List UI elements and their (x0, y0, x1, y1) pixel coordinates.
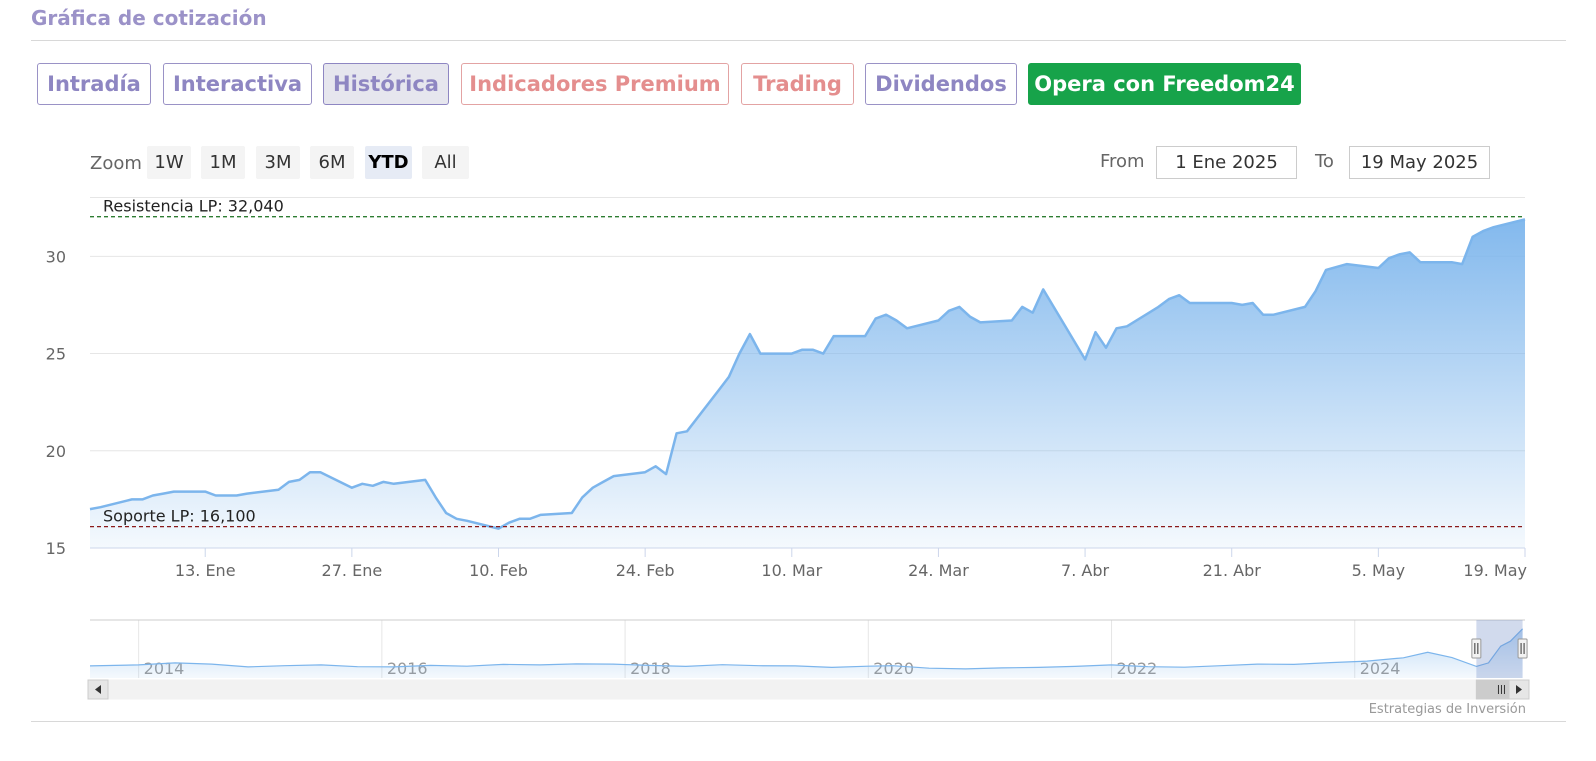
zoom-3m-button[interactable]: 3M (256, 146, 300, 179)
support-label: Soporte LP: 16,100 (103, 507, 256, 526)
tab-indicadores-premium[interactable]: Indicadores Premium (461, 63, 729, 105)
bottom-divider (31, 721, 1566, 722)
zoom-label: Zoom (90, 153, 142, 174)
navigator-line (89, 628, 1524, 670)
to-date-input[interactable]: 19 May 2025 (1349, 146, 1490, 179)
x-tick-label: 19. May (1463, 561, 1527, 580)
scrollbar-track (89, 679, 1526, 700)
tab-dividendos[interactable]: Dividendos (865, 63, 1017, 105)
tab-interactiva[interactable]: Interactiva (163, 63, 312, 105)
title-divider (31, 40, 1566, 41)
tab-trading[interactable]: Trading (741, 63, 854, 105)
price-line (89, 218, 1526, 530)
navigator-area (90, 628, 1523, 678)
x-tick-label: 24. Feb (616, 561, 675, 580)
tab-intradia[interactable]: Intradía (37, 63, 151, 105)
zoom-ytd-button[interactable]: YTD (365, 146, 412, 179)
y-tick-label: 20 (46, 442, 66, 461)
credits-link[interactable]: Estrategias de Inversión (1368, 702, 1526, 717)
chart-top-divider (90, 197, 1525, 198)
x-tick-label: 5. May (1352, 561, 1405, 580)
tab-historica[interactable]: Histórica (323, 63, 449, 105)
y-tick-label: 15 (46, 539, 66, 558)
zoom-6m-button[interactable]: 6M (310, 146, 354, 179)
zoom-1m-button[interactable]: 1M (201, 146, 245, 179)
zoom-1w-button[interactable]: 1W (147, 146, 191, 179)
y-tick-label: 30 (46, 247, 66, 266)
chevron-right-icon (1516, 685, 1522, 694)
navigator-selected-range (1476, 620, 1523, 678)
chevron-left-icon (95, 685, 101, 694)
x-tick-label: 10. Feb (469, 561, 528, 580)
zoom-all-button[interactable]: All (422, 146, 469, 179)
x-tick-label: 10. Mar (761, 561, 822, 580)
freedom24-button[interactable]: Opera con Freedom24 (1028, 63, 1301, 105)
x-tick-label: 13. Ene (175, 561, 236, 580)
navigator-right-handle[interactable] (1517, 638, 1528, 659)
x-tick-label: 24. Mar (908, 561, 969, 580)
from-date-input[interactable]: 1 Ene 2025 (1156, 146, 1297, 179)
y-tick-label: 25 (46, 345, 66, 364)
price-area (90, 219, 1525, 548)
resistance-label: Resistencia LP: 32,040 (103, 197, 284, 216)
section-title: Gráfica de cotización (31, 6, 267, 30)
from-label: From (1100, 151, 1145, 172)
x-tick-label: 7. Abr (1061, 561, 1109, 580)
to-label: To (1315, 151, 1334, 172)
navigator-left-handle[interactable] (1471, 638, 1482, 659)
x-tick-label: 21. Abr (1203, 561, 1262, 580)
x-tick-label: 27. Ene (322, 561, 383, 580)
